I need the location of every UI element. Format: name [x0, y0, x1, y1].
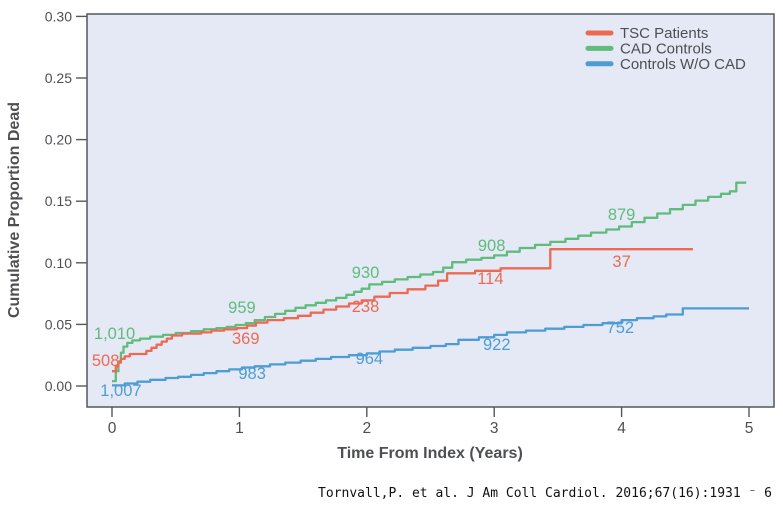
- at-risk-label-tsc-patients: 369: [232, 330, 260, 348]
- y-tick-label: 0.05: [45, 316, 72, 332]
- y-axis-title: Cumulative Proportion Dead: [6, 102, 23, 318]
- x-tick-label: 4: [617, 420, 626, 437]
- legend-item-cad-controls: CAD Controls: [585, 40, 712, 57]
- x-tick-label: 2: [362, 420, 371, 437]
- y-tick-label: 0.10: [45, 255, 72, 271]
- citation: Tornvall,P. et al. J Am Coll Cardiol. 20…: [318, 486, 772, 501]
- at-risk-label-controls-w-o-cad: 922: [483, 336, 511, 354]
- at-risk-label-cad-controls: 908: [478, 237, 506, 255]
- series-curve-controls-w-o-cad: [112, 307, 749, 387]
- at-risk-label-controls-w-o-cad: 983: [238, 365, 266, 383]
- y-tick-label: 0.25: [45, 70, 72, 86]
- x-tick-label: 0: [108, 420, 117, 437]
- at-risk-label-cad-controls: 879: [608, 206, 636, 224]
- plot-frame: [86, 13, 775, 408]
- at-risk-label-controls-w-o-cad: 964: [356, 350, 384, 368]
- at-risk-label-cad-controls: 930: [352, 264, 380, 282]
- x-axis-ticks: 0 1 2 3 4 5: [108, 407, 754, 437]
- x-tick-label: 1: [235, 420, 244, 437]
- at-risk-label-tsc-patients: 37: [612, 253, 630, 271]
- legend-item-tsc-patients: TSC Patients: [585, 25, 708, 42]
- at-risk-label-tsc-patients: 238: [352, 298, 380, 316]
- y-tick-label: 0.30: [45, 8, 72, 24]
- at-risk-label-tsc-patients: 114: [477, 270, 503, 288]
- at-risk-label-controls-w-o-cad: 1,007: [100, 382, 141, 400]
- y-axis-ticks: 0.00 0.05 0.10 0.15 0.20 0.25 0.30: [45, 8, 87, 394]
- at-risk-label-tsc-patients: 508: [92, 352, 120, 370]
- series-curve-cad-controls: [112, 181, 747, 383]
- plot-area: [87, 14, 774, 407]
- at-risk-label-controls-w-o-cad: 752: [607, 319, 635, 337]
- x-tick-label: 5: [745, 420, 754, 437]
- legend-label: TSC Patients: [620, 25, 708, 42]
- x-axis-title: Time From Index (Years): [337, 445, 523, 462]
- y-tick-label: 0.20: [45, 132, 72, 148]
- y-tick-label: 0.00: [45, 378, 72, 394]
- legend-item-controls-w-o-cad: Controls W/O CAD: [585, 56, 746, 73]
- x-tick-label: 3: [490, 420, 499, 437]
- at-risk-label-cad-controls: 1,010: [94, 325, 135, 343]
- at-risk-label-cad-controls: 959: [228, 299, 256, 317]
- legend-label: Controls W/O CAD: [620, 56, 746, 73]
- y-tick-label: 0.15: [45, 193, 72, 209]
- series-curve-tsc-patients: [112, 248, 693, 373]
- legend-label: CAD Controls: [620, 40, 712, 57]
